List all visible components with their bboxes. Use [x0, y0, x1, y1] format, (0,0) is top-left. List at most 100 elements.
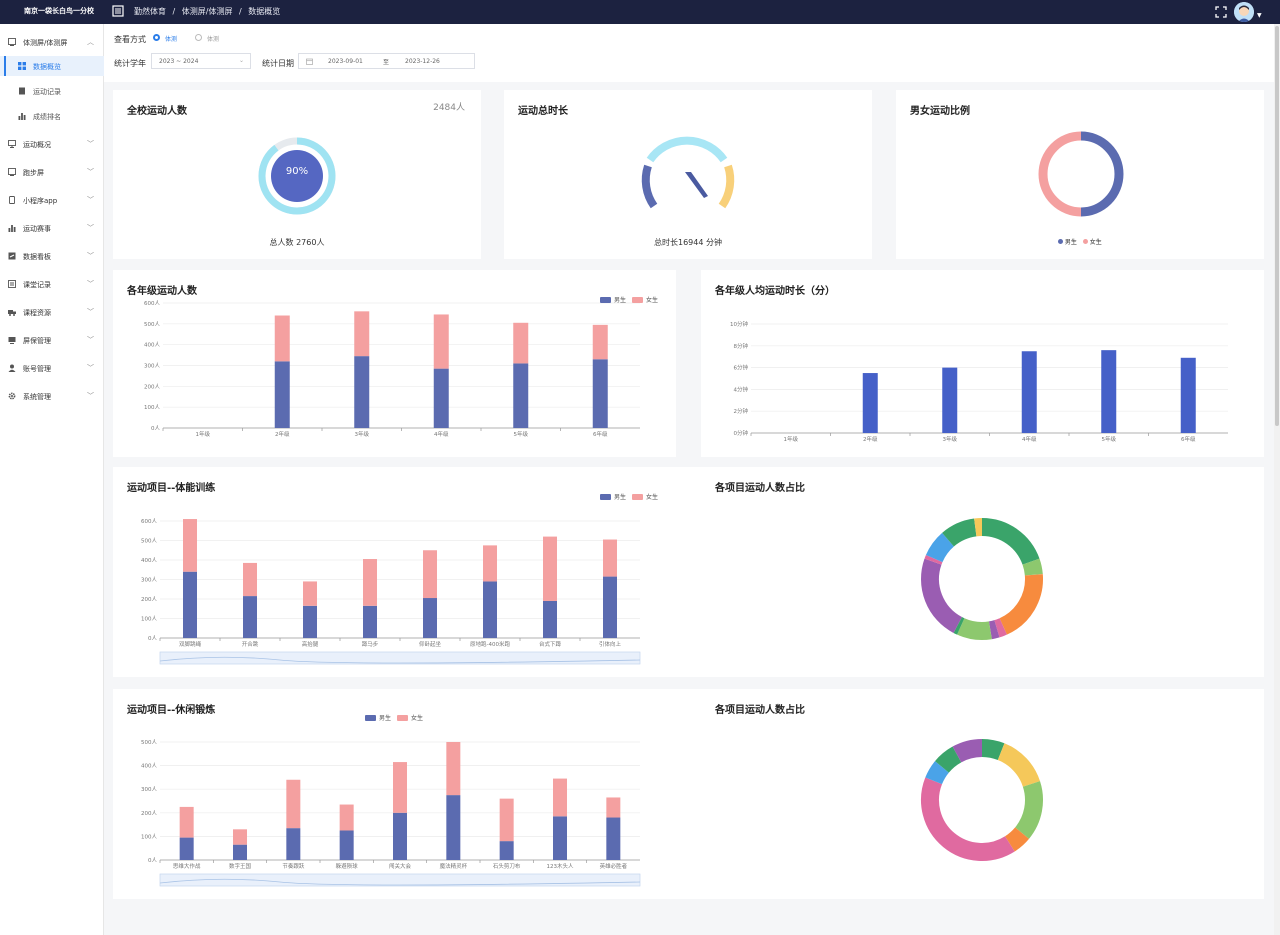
sidebar-item[interactable]: 运动赛事 ﹀ — [0, 218, 104, 238]
view-mode-option-2[interactable]: 体测 — [207, 36, 220, 43]
view-mode-radio-1[interactable] — [153, 34, 160, 41]
sidebar-item[interactable]: 数据看板 ﹀ — [0, 246, 104, 266]
board-icon — [8, 252, 16, 260]
date-range-picker[interactable]: 2023-09-01 至 2023-12-26 — [298, 53, 475, 69]
card-title: 男女运动比例 — [910, 106, 970, 117]
page-scrollbar[interactable] — [1274, 24, 1280, 935]
chevron-down-icon: ⌄ — [238, 57, 244, 64]
date-start[interactable]: 2023-09-01 — [328, 58, 363, 65]
bar-chart-icon — [18, 113, 26, 120]
bar-female — [603, 539, 617, 577]
data-zoom-slider[interactable] — [159, 873, 641, 887]
fullscreen-icon[interactable] — [1215, 6, 1227, 18]
sidebar-item[interactable]: 成绩排名 — [0, 106, 104, 126]
donut-slice — [921, 558, 963, 633]
sidebar-item[interactable]: 课程资源 ﹀ — [0, 302, 104, 322]
monitor-icon — [8, 140, 16, 148]
school-year-label: 统计学年 — [114, 59, 146, 68]
y-tick-label: 0人 — [148, 635, 157, 642]
x-tick-label: 2年级 — [275, 430, 290, 438]
bar-chart-icon — [8, 225, 16, 232]
avatar[interactable] — [1234, 2, 1254, 22]
y-tick-label: 0分钟 — [734, 429, 749, 437]
y-tick-label: 100人 — [141, 833, 157, 840]
view-mode-option-1[interactable]: 体测 — [165, 36, 178, 43]
x-tick-label: 4年级 — [434, 430, 449, 438]
sidebar-item-label: 数据看板 — [23, 253, 51, 261]
breadcrumb-separator: / — [239, 7, 242, 16]
chevron-down-icon: ﹀ — [87, 168, 94, 176]
bar-male — [363, 605, 377, 638]
sidebar-item-label: 小程序app — [23, 197, 58, 205]
y-tick-label: 2分钟 — [734, 407, 749, 415]
y-tick-label: 200人 — [144, 383, 160, 390]
sidebar-item[interactable]: 跑步屏 ﹀ — [0, 162, 104, 182]
card-title: 各年级运动人数 — [127, 286, 197, 297]
bar-female — [553, 778, 567, 817]
y-tick-label: 4分钟 — [734, 385, 749, 393]
x-tick-label: 蹲马步 — [362, 640, 379, 648]
gear-icon — [8, 392, 16, 400]
sidebar-item[interactable]: 账号管理 ﹀ — [0, 358, 104, 378]
date-end[interactable]: 2023-12-26 — [405, 58, 440, 65]
breadcrumb-item[interactable]: 勤然体育 — [134, 7, 166, 16]
x-tick-label: 3年级 — [943, 435, 958, 443]
chevron-down-icon: ﹀ — [87, 392, 94, 400]
screen-icon — [8, 168, 16, 176]
bar-male — [499, 841, 514, 860]
legend-swatch-female — [1082, 239, 1088, 244]
sidebar-item[interactable]: 系统管理 ﹀ — [0, 386, 104, 406]
view-mode-radio-2[interactable] — [195, 34, 202, 41]
y-tick-label: 300人 — [144, 363, 160, 370]
donut-slice — [1022, 558, 1043, 576]
sidebar-item[interactable]: 屏保管理 ﹀ — [0, 330, 104, 350]
tv-icon — [8, 337, 16, 344]
breadcrumb-item[interactable]: 体测屏/体测屏 — [181, 7, 233, 16]
legend-male: 男生 — [1064, 239, 1077, 246]
sidebar-item[interactable]: 体测屏/体测屏 ︿ — [0, 32, 104, 52]
menu-toggle-icon[interactable] — [112, 5, 124, 17]
donut-slice — [924, 554, 943, 565]
gender-donut — [1038, 131, 1124, 217]
bar-male — [274, 361, 290, 428]
bar-female — [339, 804, 354, 831]
sidebar-item[interactable]: 课堂记录 ﹀ — [0, 274, 104, 294]
bar-male — [513, 363, 529, 428]
donut-slice — [925, 532, 955, 563]
card-title: 全校运动人数 — [127, 106, 187, 117]
top-bar: 南京一袋长白鸟一分校 勤然体育 / 体测屏/体测屏 / 数据概览 ▼ — [0, 0, 1280, 24]
bar — [862, 373, 878, 433]
school-year-select[interactable]: 2023 ~ 2024 ⌄ — [151, 53, 251, 69]
x-tick-label: 123木头人 — [547, 862, 574, 870]
scrollbar-thumb[interactable] — [1275, 26, 1279, 426]
legend-swatch-male — [600, 494, 611, 500]
bar-male — [553, 816, 567, 860]
sidebar-item[interactable]: 数据概览 — [0, 56, 104, 76]
donut-slice — [934, 746, 962, 773]
x-tick-label: 6年级 — [593, 430, 608, 438]
x-tick-label: 5年级 — [514, 430, 529, 438]
bar-male — [393, 812, 407, 860]
y-tick-label: 0人 — [151, 425, 160, 432]
participation-percent: 90% — [285, 166, 309, 177]
data-zoom-slider[interactable] — [159, 651, 641, 665]
sidebar-item[interactable]: 小程序app ﹀ — [0, 190, 104, 210]
record-icon — [19, 87, 25, 95]
x-tick-label: 1年级 — [784, 435, 799, 443]
gender-legend: 男生 女生 — [1058, 237, 1102, 246]
y-tick-label: 6分钟 — [734, 364, 749, 372]
duration-card: 运动总时长 总时长16944 分钟 — [504, 90, 872, 259]
sidebar-item[interactable]: 运动概况 ﹀ — [0, 134, 104, 154]
donut-slice — [981, 739, 1005, 761]
sidebar-item-label: 运动记录 — [33, 88, 61, 96]
x-tick-label: 石头剪刀布 — [493, 862, 521, 870]
bar-male — [183, 571, 197, 638]
chevron-down-icon[interactable]: ▼ — [1257, 12, 1262, 19]
sidebar-item[interactable]: 运动记录 — [0, 81, 104, 101]
bar — [942, 367, 958, 433]
filter-bar: 查看方式 体测 体测 统计学年 2023 ~ 2024 ⌄ 统计日期 2023-… — [104, 24, 1274, 82]
legend-swatch-male — [600, 297, 611, 303]
y-tick-label: 300人 — [141, 577, 157, 584]
bar-male — [233, 844, 247, 860]
